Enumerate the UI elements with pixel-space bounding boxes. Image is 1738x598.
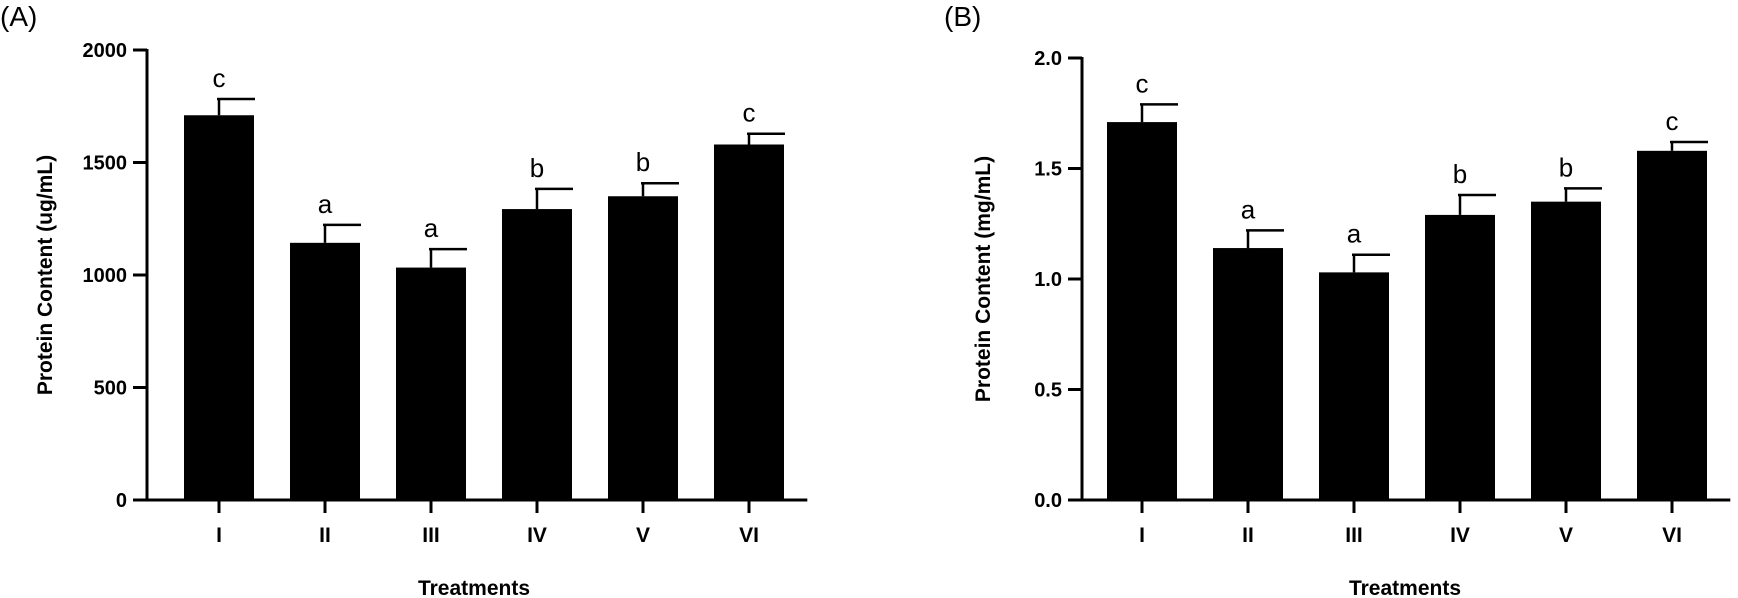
y-tick-label: 0.0 — [1034, 490, 1062, 512]
y-tick-label: 0 — [116, 490, 127, 512]
x-tick-label: VI — [739, 524, 759, 547]
y-tick-label: 2000 — [83, 40, 128, 62]
bar — [608, 196, 678, 500]
x-tick-label: V — [636, 524, 650, 547]
y-tick-label: 1500 — [83, 153, 128, 175]
significance-label: c — [1666, 106, 1679, 136]
y-axis-title: Protein Content (ug/mL) — [34, 155, 57, 395]
significance-label: b — [1559, 152, 1573, 182]
x-tick-label: VI — [1662, 524, 1682, 547]
significance-label: c — [213, 63, 226, 93]
x-tick-label: II — [1242, 524, 1254, 547]
x-tick-label: I — [216, 524, 222, 547]
x-axis-title: Treatments — [1349, 577, 1461, 598]
bar — [1319, 272, 1389, 500]
bar — [290, 242, 360, 500]
y-tick-label: 0.5 — [1034, 380, 1062, 402]
x-tick-label: IV — [527, 524, 547, 547]
bar — [396, 267, 466, 500]
significance-label: b — [530, 153, 544, 183]
chart-panel-b: (B) c Ia II a III b IV b Vc VI 0.0 0.5 1.0 1.5 2.0 Prote… — [944, 1, 1731, 598]
x-tick-label: III — [1345, 524, 1363, 547]
significance-label: b — [636, 147, 650, 177]
x-tick-label: I — [1139, 524, 1145, 547]
significance-label: a — [424, 213, 439, 243]
significance-label: c — [1136, 68, 1149, 98]
bar — [1637, 150, 1707, 500]
significance-label: a — [1241, 194, 1256, 224]
significance-label: b — [1453, 159, 1467, 189]
bar — [1425, 214, 1495, 500]
chart-panel-a: (A) c Ia II a III b IV b Vc VI 0 500 1000 1500 2000 Prot… — [0, 1, 808, 598]
significance-label: a — [318, 189, 333, 219]
bar — [502, 209, 572, 500]
bar — [1213, 248, 1283, 500]
y-tick-label: 1.0 — [1034, 269, 1062, 291]
x-axis-title: Treatments — [418, 577, 530, 598]
x-tick-label: III — [422, 524, 440, 547]
y-tick-label: 2.0 — [1034, 48, 1062, 70]
y-tick-label: 1.5 — [1034, 159, 1062, 181]
bar — [714, 144, 784, 500]
significance-label: c — [743, 98, 756, 128]
y-axis-title: Protein Content (mg/mL) — [972, 156, 995, 402]
panel-label: (A) — [0, 1, 37, 32]
bar — [184, 115, 254, 500]
x-tick-label: IV — [1450, 524, 1470, 547]
bar — [1107, 122, 1177, 500]
panel-label: (B) — [944, 1, 981, 32]
x-tick-label: V — [1559, 524, 1573, 547]
bar — [1531, 201, 1601, 500]
y-tick-label: 500 — [94, 378, 127, 400]
y-tick-label: 1000 — [83, 265, 128, 287]
x-tick-label: II — [319, 524, 331, 547]
significance-label: a — [1347, 219, 1362, 249]
